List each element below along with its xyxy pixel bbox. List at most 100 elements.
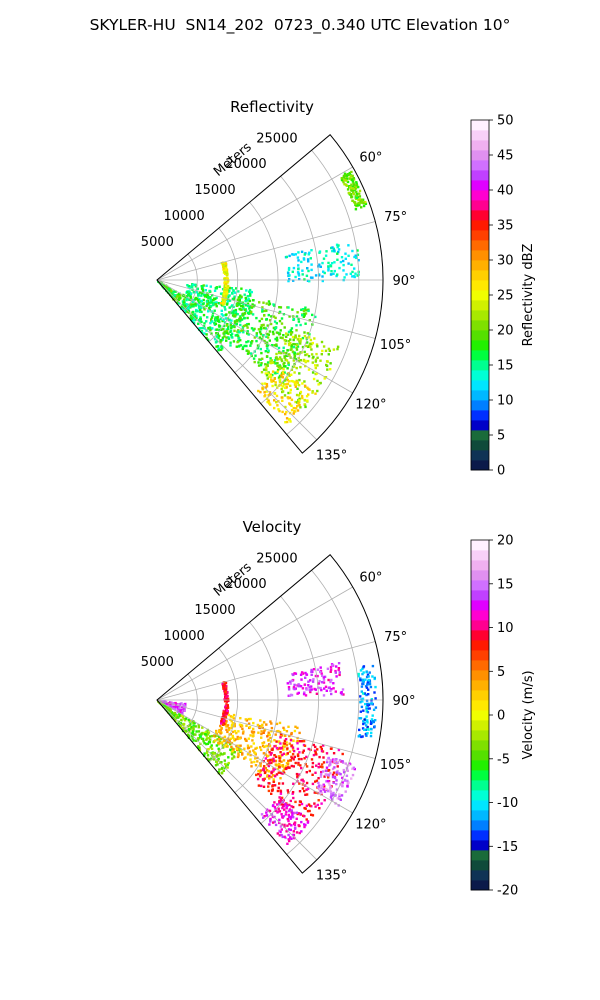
- echo-cell: [194, 302, 197, 305]
- echo-cell: [250, 761, 253, 764]
- echo-cell: [278, 306, 281, 309]
- echo-cell: [281, 772, 284, 775]
- echo-cell: [318, 784, 321, 787]
- colorbar-tick-label: -10: [497, 796, 518, 811]
- echo-cell: [206, 733, 209, 736]
- echo-cell: [320, 749, 324, 753]
- echo-cell: [254, 764, 258, 767]
- echo-cell: [244, 300, 247, 303]
- angular-tick-label: 120°: [355, 398, 386, 413]
- echo-cell: [302, 739, 306, 743]
- echo-cell: [316, 785, 320, 789]
- angular-tick-label: 75°: [384, 210, 407, 225]
- echo-cell: [171, 295, 174, 298]
- echo-cell: [314, 674, 318, 678]
- range-ring: [208, 227, 239, 343]
- echo-cell: [200, 294, 203, 297]
- echo-cell: [276, 832, 279, 835]
- echo-cell: [265, 335, 268, 338]
- echo-cell: [292, 380, 295, 383]
- echo-cell: [261, 387, 264, 390]
- echo-cell: [169, 705, 172, 708]
- echo-cell: [265, 302, 268, 305]
- echo-cell: [272, 379, 275, 382]
- echo-cell: [236, 302, 239, 305]
- echo-cell: [309, 804, 312, 808]
- echo-cell: [304, 353, 307, 357]
- echo-cell: [335, 274, 338, 278]
- echo-cell: [332, 793, 335, 797]
- echo-cell: [334, 671, 337, 674]
- echo-cell: [328, 783, 331, 786]
- echo-cell: [286, 682, 289, 685]
- echo-cell: [220, 772, 224, 775]
- echo-cell: [224, 268, 228, 271]
- echo-cell: [374, 697, 377, 700]
- echo-cell: [228, 306, 231, 309]
- echo-cell: [233, 729, 237, 733]
- echo-cell: [177, 721, 180, 725]
- echo-cell: [300, 778, 303, 782]
- colorbar-segment: [471, 760, 489, 771]
- echo-cell: [314, 771, 317, 774]
- echo-cell: [314, 274, 318, 277]
- echo-cell: [283, 739, 287, 742]
- echo-cell: [202, 284, 205, 287]
- echo-cell: [218, 285, 221, 288]
- echo-cell: [223, 286, 227, 289]
- echo-cell: [310, 263, 313, 266]
- echo-cell: [351, 249, 354, 253]
- echo-cell: [285, 255, 288, 259]
- echo-cell: [298, 803, 301, 807]
- echo-cell: [336, 252, 339, 255]
- echo-cell: [238, 298, 241, 302]
- echo-cell: [233, 291, 237, 294]
- echo-cell: [262, 767, 265, 770]
- echo-cell: [265, 769, 269, 772]
- echo-cell: [276, 371, 279, 375]
- echo-cell: [231, 751, 234, 754]
- echo-cell: [297, 251, 300, 254]
- echo-cell: [292, 816, 295, 819]
- echo-cell: [329, 796, 333, 799]
- echo-cell: [223, 264, 226, 267]
- echo-cell: [317, 383, 320, 386]
- angular-tick-label: 75°: [384, 630, 407, 645]
- echo-cell: [224, 284, 228, 287]
- echo-cell: [275, 722, 279, 726]
- echo-cell: [278, 810, 282, 813]
- echo-cell: [182, 301, 186, 304]
- echo-cell: [265, 723, 268, 726]
- echo-cell: [220, 737, 223, 741]
- colorbar-segment: [471, 170, 489, 181]
- echo-cell: [177, 297, 180, 300]
- echo-cell: [302, 257, 306, 260]
- echo-cell: [210, 744, 213, 747]
- echo-cell: [230, 305, 233, 308]
- echo-cell: [320, 791, 323, 794]
- colorbar-segment: [471, 560, 489, 571]
- echo-cell: [222, 318, 225, 321]
- echo-cell: [312, 743, 315, 747]
- echo-cell: [220, 742, 224, 745]
- echo-cell: [292, 686, 296, 689]
- echo-cell: [291, 792, 294, 795]
- colorbar-segment: [471, 570, 489, 581]
- echo-cell: [306, 820, 310, 823]
- echo-cell: [245, 724, 248, 727]
- echo-cell: [351, 174, 354, 178]
- echo-cell: [351, 275, 354, 278]
- echo-cell: [189, 296, 193, 299]
- echo-cell: [296, 404, 299, 408]
- echo-cell: [302, 315, 305, 318]
- echo-cell: [265, 744, 268, 748]
- echo-cell: [192, 724, 195, 728]
- echo-cell: [286, 842, 289, 845]
- echo-cell: [215, 332, 218, 335]
- echo-cell: [220, 718, 224, 721]
- echo-cell: [210, 301, 213, 304]
- echo-cell: [320, 763, 324, 766]
- echo-cell: [263, 771, 267, 775]
- echo-cell: [288, 396, 292, 399]
- echo-cell: [203, 742, 206, 745]
